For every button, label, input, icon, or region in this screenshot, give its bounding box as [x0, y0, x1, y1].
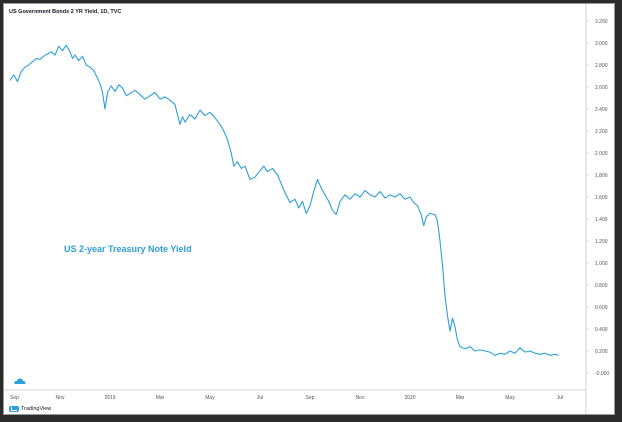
y-tick-label: 1.000 [595, 261, 608, 267]
y-tick-label: 1.600 [595, 195, 608, 201]
x-tick-label: Jul [557, 395, 563, 401]
y-tick-label: 1.800 [595, 173, 608, 179]
x-tick-label: May [205, 395, 215, 401]
y-axis: 3.200 3.000 2.800 2.600 2.400 2.200 2.000 1.800… [586, 19, 609, 377]
x-axis: Sep Nov 2019 Mar May Jul Sep Nov 2020 Mar May Jul [10, 395, 563, 401]
x-tick-label: May [505, 395, 515, 401]
x-tick-label: Sep [10, 395, 19, 401]
y-tick-label: 2.000 [595, 151, 608, 157]
chart-plot[interactable]: 3.200 3.000 2.800 2.600 2.400 2.200 2.000 1.800… [4, 4, 615, 415]
chart-title: US Government Bonds 2 YR Yield, 1D, TVC [9, 9, 122, 15]
y-tick-label: -0.000 [595, 371, 609, 377]
x-tick-label: Sep [306, 395, 315, 401]
y-tick-label: 0.200 [595, 349, 608, 355]
yield-series-line [9, 44, 559, 356]
brand[interactable]: TradingView [9, 404, 51, 414]
y-tick-label: 1.200 [595, 239, 608, 245]
y-tick-label: 2.400 [595, 107, 608, 113]
x-tick-label: Nov [56, 395, 65, 401]
y-tick-label: 2.600 [595, 85, 608, 91]
x-tick-label: Nov [356, 395, 365, 401]
x-tick-label: Mar [456, 395, 465, 401]
y-tick-label: 3.200 [595, 19, 608, 25]
x-tick-label: Jul [257, 395, 263, 401]
x-tick-label: 2020 [404, 395, 415, 401]
y-tick-label: 0.400 [595, 327, 608, 333]
y-tick-label: 3.000 [595, 41, 608, 47]
tradingview-cloud-icon[interactable] [14, 376, 26, 386]
chart-frame: US Government Bonds 2 YR Yield, 1D, TVC … [3, 3, 615, 415]
x-tick-label: 2019 [104, 395, 115, 401]
y-tick-label: 1.400 [595, 217, 608, 223]
y-tick-label: 2.800 [595, 63, 608, 69]
x-tick-label: Mar [156, 395, 165, 401]
y-tick-label: 0.600 [595, 305, 608, 311]
plot-area-border [4, 4, 587, 414]
brand-name: TradingView [21, 406, 52, 412]
tradingview-logo-icon [9, 406, 19, 412]
chart-annotation: US 2-year Treasury Note Yield [64, 244, 192, 254]
y-tick-label: 2.200 [595, 129, 608, 135]
y-tick-label: 0.800 [595, 283, 608, 289]
